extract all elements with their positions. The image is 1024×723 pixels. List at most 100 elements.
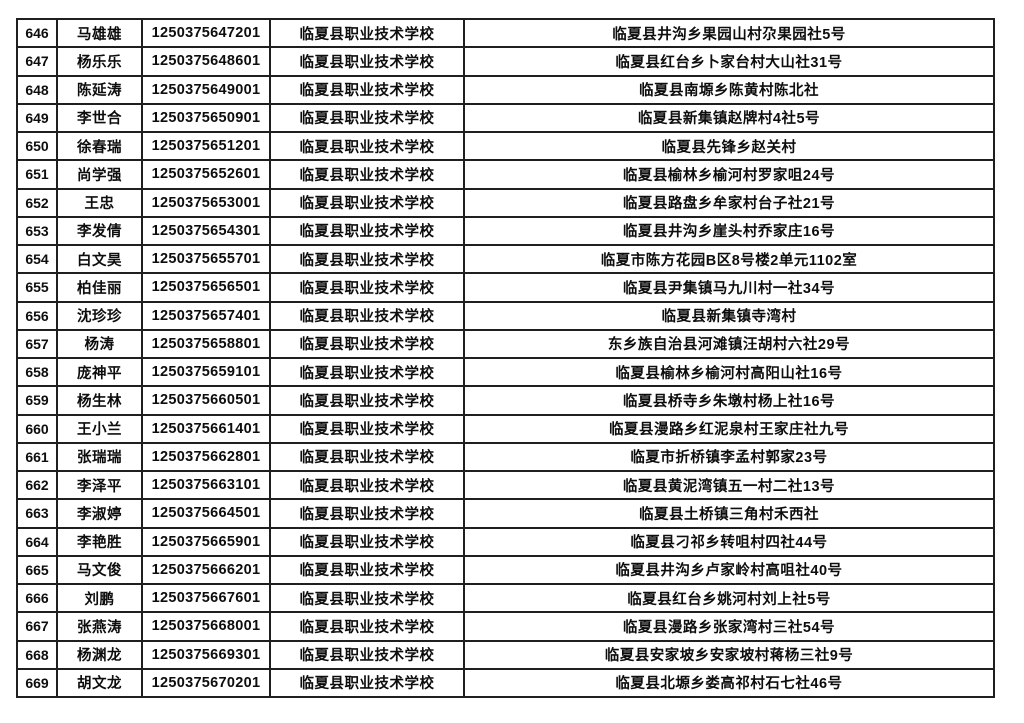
cell-student-name: 杨涛 [56, 328, 143, 360]
cell-row-number: 666 [16, 582, 58, 614]
cell-row-number: 651 [16, 159, 58, 190]
cell-student-name: 沈珍珍 [56, 300, 143, 331]
cell-row-number: 665 [16, 554, 58, 586]
cell-student-name: 李发倩 [56, 215, 143, 247]
cell-student-name: 王小兰 [56, 413, 143, 444]
cell-address: 临夏县漫路乡张家湾村三社54号 [463, 611, 995, 642]
cell-school-name: 临夏县职业技术学校 [269, 554, 465, 586]
cell-student-name: 白文昊 [56, 243, 143, 275]
cell-row-number: 657 [16, 328, 58, 360]
cell-school-name: 临夏县职业技术学校 [269, 526, 465, 557]
cell-address: 临夏县井沟乡崖头村乔家庄16号 [463, 215, 995, 247]
cell-student-name: 张瑞瑞 [56, 441, 143, 473]
cell-school-name: 临夏县职业技术学校 [269, 356, 465, 388]
cell-address: 临夏县刁祁乡转咀村四社44号 [463, 526, 995, 557]
cell-student-name: 徐春瑞 [56, 130, 143, 162]
cell-address: 临夏县安家坡乡安家坡村蒋杨三社9号 [463, 639, 995, 670]
cell-school-name: 临夏县职业技术学校 [269, 385, 465, 416]
cell-school-name: 临夏县职业技术学校 [269, 441, 465, 473]
table-row: 649 李世合 1250375650901 临夏县职业技术学校 临夏县新集镇赵牌… [16, 102, 995, 134]
cell-school-name: 临夏县职业技术学校 [269, 667, 465, 699]
cell-row-number: 652 [16, 187, 58, 218]
table-row: 648 陈延涛 1250375649001 临夏县职业技术学校 临夏县南塬乡陈黄… [16, 74, 995, 105]
cell-student-name: 庞神平 [56, 356, 143, 388]
cell-address: 临夏县红台乡卜家台村大山社31号 [463, 46, 995, 77]
cell-row-number: 648 [16, 74, 58, 105]
cell-school-name: 临夏县职业技术学校 [269, 639, 465, 670]
cell-address: 临夏县路盘乡牟家村台子社21号 [463, 187, 995, 218]
cell-school-name: 临夏县职业技术学校 [269, 582, 465, 614]
student-table-body: 646 马雄雄 1250375647201 临夏县职业技术学校 临夏县井沟乡果园… [16, 17, 995, 699]
cell-row-number: 660 [16, 413, 58, 444]
cell-school-name: 临夏县职业技术学校 [269, 611, 465, 642]
table-row: 665 马文俊 1250375666201 临夏县职业技术学校 临夏县井沟乡卢家… [16, 554, 995, 586]
table-row: 650 徐春瑞 1250375651201 临夏县职业技术学校 临夏县先锋乡赵关… [16, 130, 995, 162]
cell-school-name: 临夏县职业技术学校 [269, 187, 465, 218]
cell-id-number: 1250375660501 [141, 385, 271, 416]
cell-row-number: 658 [16, 356, 58, 388]
cell-id-number: 1250375663101 [141, 469, 271, 501]
cell-student-name: 陈延涛 [56, 74, 143, 105]
table-row: 667 张燕涛 1250375668001 临夏县职业技术学校 临夏县漫路乡张家… [16, 611, 995, 642]
cell-id-number: 1250375667601 [141, 582, 271, 614]
cell-school-name: 临夏县职业技术学校 [269, 469, 465, 501]
cell-school-name: 临夏县职业技术学校 [269, 46, 465, 77]
cell-row-number: 661 [16, 441, 58, 473]
cell-school-name: 临夏县职业技术学校 [269, 130, 465, 162]
cell-address: 临夏县先锋乡赵关村 [463, 130, 995, 162]
cell-id-number: 1250375670201 [141, 667, 271, 699]
cell-student-name: 杨渊龙 [56, 639, 143, 670]
cell-school-name: 临夏县职业技术学校 [269, 17, 465, 49]
cell-student-name: 马雄雄 [56, 17, 143, 49]
cell-school-name: 临夏县职业技术学校 [269, 272, 465, 303]
cell-school-name: 临夏县职业技术学校 [269, 243, 465, 275]
cell-address: 临夏县井沟乡果园山村尕果园社5号 [463, 17, 995, 49]
cell-id-number: 1250375668001 [141, 611, 271, 642]
cell-row-number: 646 [16, 17, 58, 49]
cell-address: 临夏市折桥镇李孟村郭家23号 [463, 441, 995, 473]
cell-row-number: 650 [16, 130, 58, 162]
cell-row-number: 659 [16, 385, 58, 416]
cell-school-name: 临夏县职业技术学校 [269, 74, 465, 105]
table-row: 653 李发倩 1250375654301 临夏县职业技术学校 临夏县井沟乡崖头… [16, 215, 995, 247]
table-row: 647 杨乐乐 1250375648601 临夏县职业技术学校 临夏县红台乡卜家… [16, 46, 995, 77]
cell-address: 临夏县南塬乡陈黄村陈北社 [463, 74, 995, 105]
cell-address: 临夏市陈方花园B区8号楼2单元1102室 [463, 243, 995, 275]
cell-student-name: 李世合 [56, 102, 143, 134]
cell-student-name: 李泽平 [56, 469, 143, 501]
cell-id-number: 1250375648601 [141, 46, 271, 77]
cell-id-number: 1250375661401 [141, 413, 271, 444]
cell-id-number: 1250375649001 [141, 74, 271, 105]
cell-address: 临夏县漫路乡红泥泉村王家庄社九号 [463, 413, 995, 444]
cell-id-number: 1250375664501 [141, 498, 271, 529]
cell-school-name: 临夏县职业技术学校 [269, 215, 465, 247]
cell-address: 东乡族自治县河滩镇汪胡村六社29号 [463, 328, 995, 360]
cell-student-name: 杨生林 [56, 385, 143, 416]
cell-address: 临夏县桥寺乡朱墩村杨上社16号 [463, 385, 995, 416]
cell-student-name: 李艳胜 [56, 526, 143, 557]
cell-id-number: 1250375662801 [141, 441, 271, 473]
cell-student-name: 马文俊 [56, 554, 143, 586]
cell-address: 临夏县榆林乡榆河村罗家咀24号 [463, 159, 995, 190]
table-row: 661 张瑞瑞 1250375662801 临夏县职业技术学校 临夏市折桥镇李孟… [16, 441, 995, 473]
cell-id-number: 1250375659101 [141, 356, 271, 388]
cell-row-number: 669 [16, 667, 58, 699]
cell-address: 临夏县新集镇赵牌村4社5号 [463, 102, 995, 134]
cell-id-number: 1250375656501 [141, 272, 271, 303]
table-row: 660 王小兰 1250375661401 临夏县职业技术学校 临夏县漫路乡红泥… [16, 413, 995, 444]
cell-id-number: 1250375647201 [141, 17, 271, 49]
cell-row-number: 647 [16, 46, 58, 77]
cell-student-name: 刘鹏 [56, 582, 143, 614]
cell-address: 临夏县北塬乡娄高祁村石七社46号 [463, 667, 995, 699]
cell-address: 临夏县红台乡姚河村刘上社5号 [463, 582, 995, 614]
cell-id-number: 1250375655701 [141, 243, 271, 275]
cell-id-number: 1250375657401 [141, 300, 271, 331]
cell-row-number: 654 [16, 243, 58, 275]
table-row: 658 庞神平 1250375659101 临夏县职业技术学校 临夏县榆林乡榆河… [16, 356, 995, 388]
cell-address: 临夏县新集镇寺湾村 [463, 300, 995, 331]
cell-id-number: 1250375669301 [141, 639, 271, 670]
cell-id-number: 1250375650901 [141, 102, 271, 134]
cell-address: 临夏县井沟乡卢家岭村高咀社40号 [463, 554, 995, 586]
cell-student-name: 张燕涛 [56, 611, 143, 642]
cell-school-name: 临夏县职业技术学校 [269, 498, 465, 529]
